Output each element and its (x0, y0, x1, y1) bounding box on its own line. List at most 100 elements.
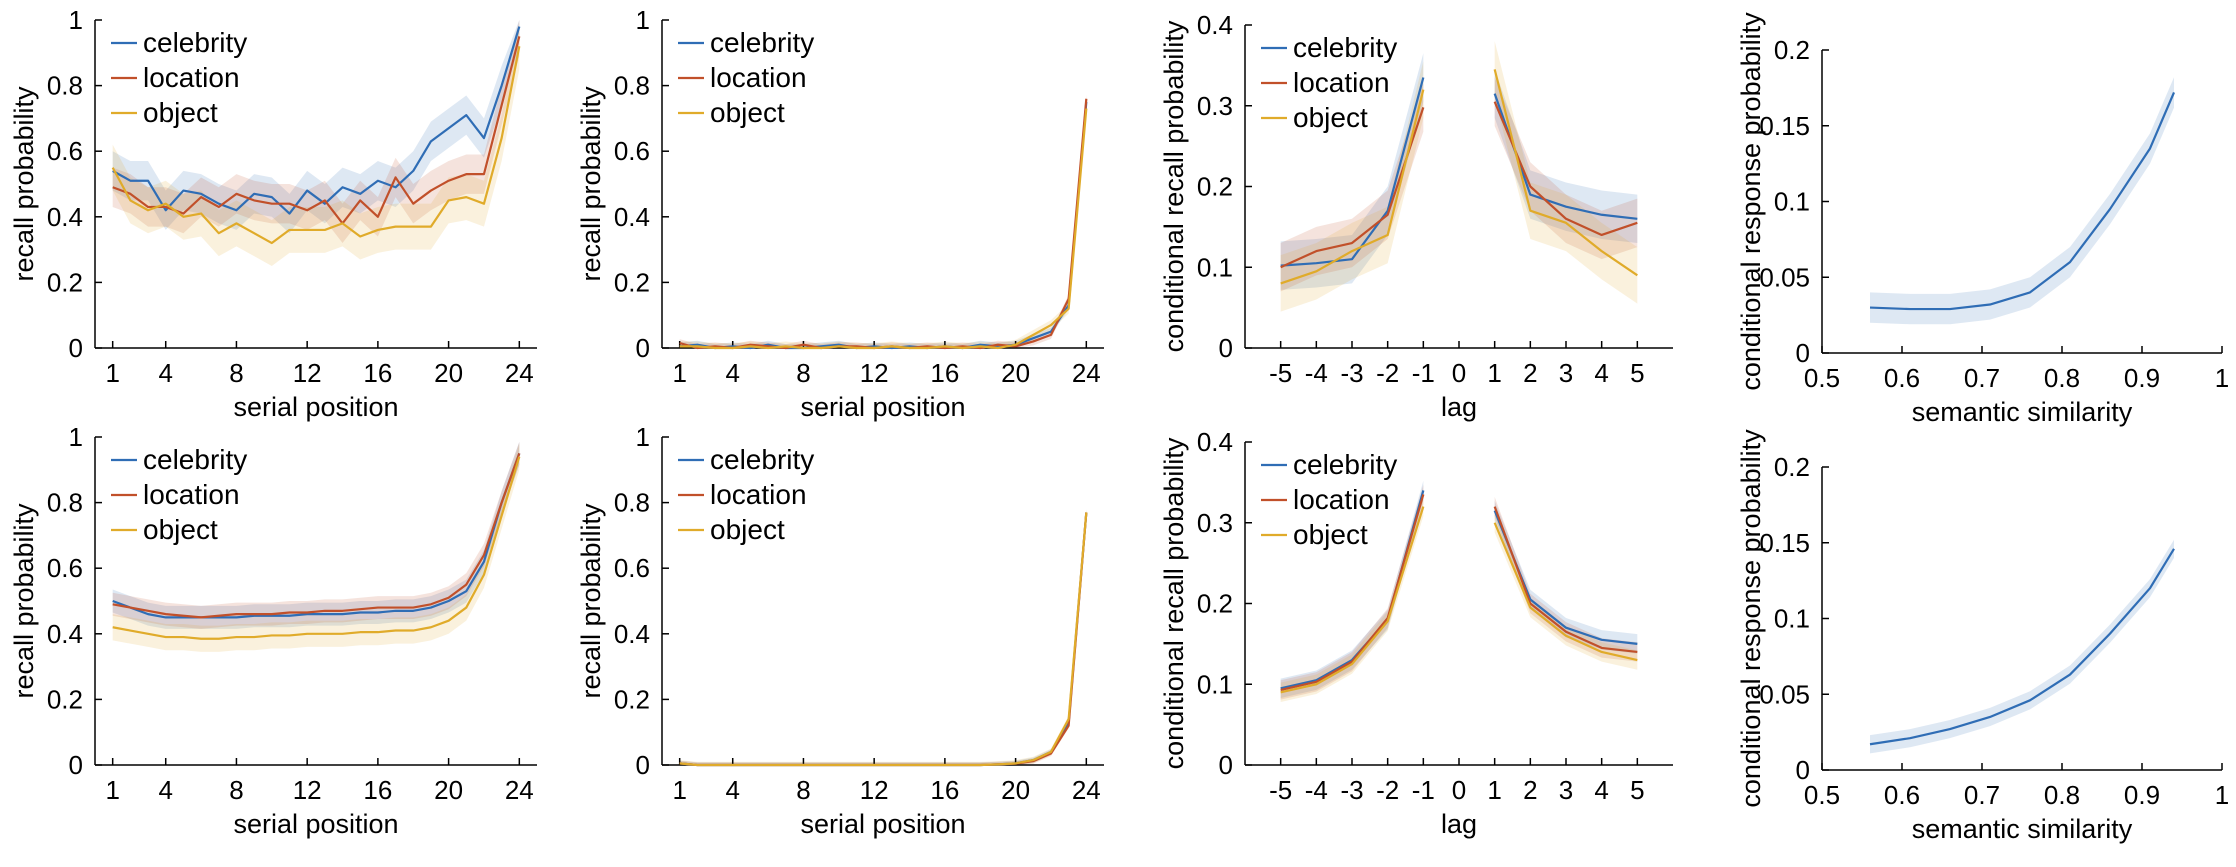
y-tick-label: 0.4 (614, 619, 650, 649)
chart-crp-top: 00.10.20.30.4-5 -4 -3 -2 -1 0 1 2 3 4 5lagconditio… (1159, 10, 1673, 422)
series-line-location (112, 36, 521, 225)
x-tick-label: 1 (2215, 363, 2229, 393)
y-axis-label: recall probability (576, 503, 606, 699)
x-tick-label: 24 (505, 775, 534, 805)
y-tick-label: 0.4 (1197, 10, 1233, 40)
series-line-object (679, 108, 1088, 350)
legend-label-object: object (1293, 102, 1368, 133)
x-tick-label: -5 (1269, 358, 1292, 388)
x-tick-label: 1 (2215, 780, 2229, 810)
y-axis-label: recall probability (9, 503, 39, 699)
legend: celebrity location object (678, 444, 814, 545)
x-tick-label: 0.6 (1884, 780, 1920, 810)
x-tick-label: 8 (229, 358, 243, 388)
y-tick-label: 0 (1219, 750, 1233, 780)
x-axis-label: lag (1441, 392, 1477, 422)
y-tick-label: 0 (1219, 333, 1233, 363)
y-tick-label: 0.3 (1197, 91, 1233, 121)
y-tick-label: 0.1 (1774, 604, 1810, 634)
legend-label-object: object (143, 97, 218, 128)
y-tick-label: 1 (636, 5, 650, 35)
legend-label-celebrity: celebrity (143, 444, 247, 475)
x-tick-label: 4 (1594, 358, 1608, 388)
band-object-1 (1494, 513, 1638, 670)
series-line-object (679, 512, 1088, 767)
series-line-object (1280, 89, 1425, 285)
legend-label-location: location (710, 62, 807, 93)
band-celebrity-1 (1494, 69, 1638, 244)
x-tick-label: -1 (1412, 358, 1435, 388)
series-line-location (679, 512, 1088, 767)
x-tick-label: 8 (796, 775, 810, 805)
series-line-object (111, 46, 521, 245)
x-tick-label: 0.7 (1964, 363, 2000, 393)
x-tick-label: 0 (1452, 775, 1466, 805)
x-tick-label: 0.7 (1964, 780, 2000, 810)
x-tick-label: 0.5 (1804, 780, 1840, 810)
y-tick-label: 0.4 (614, 202, 650, 232)
x-tick-label: 24 (1072, 775, 1101, 805)
y-tick-label: 0.2 (1197, 589, 1233, 619)
series-line-celebrity (112, 453, 521, 619)
x-tick-label: -1 (1412, 775, 1435, 805)
y-tick-label: 0 (636, 333, 650, 363)
x-tick-label: 4 (158, 775, 172, 805)
x-tick-label: 2 (1523, 775, 1537, 805)
series-line-object-1 (1493, 69, 1638, 277)
legend-label-object: object (710, 97, 785, 128)
x-tick-label: -3 (1340, 775, 1363, 805)
x-tick-label: 16 (363, 775, 392, 805)
y-tick-label: 0 (69, 333, 83, 363)
legend-label-object: object (143, 514, 218, 545)
series-line-location-1 (1493, 101, 1638, 237)
series-line-object (1280, 506, 1425, 694)
y-tick-label: 0.4 (47, 619, 83, 649)
x-tick-label: 0.9 (2124, 363, 2160, 393)
legend: celebrity location object (111, 444, 247, 545)
band-object-1 (1494, 41, 1638, 304)
x-tick-label: 12 (860, 775, 889, 805)
chart-spc-top: 0 0.2 0.4 0.6 0.8 1 1 4 8 12 16 20 24 serial position… (9, 5, 537, 422)
y-axis-label: recall probability (576, 86, 606, 282)
legend-label-celebrity: celebrity (1293, 32, 1397, 63)
x-tick-label: 1 (672, 775, 686, 805)
series-line-celebrity (112, 26, 521, 215)
x-tick-label: 2 (1523, 358, 1537, 388)
x-tick-label: 0.9 (2124, 780, 2160, 810)
y-tick-label: 0.4 (1197, 427, 1233, 457)
x-axis-label: serial position (233, 809, 398, 839)
y-tick-label: 0.05 (1759, 262, 1810, 292)
x-tick-label: 1 (1487, 775, 1501, 805)
legend-label-location: location (1293, 67, 1390, 98)
legend-label-celebrity: celebrity (710, 27, 814, 58)
series-line-location (679, 98, 1088, 350)
band-location (112, 441, 520, 629)
chart-crp-bottom: 00.10.20.30.4-5 -4 -3 -2 -1 0 1 2 3 4 5lagconditio… (1159, 427, 1673, 839)
y-tick-label: 0.15 (1759, 528, 1810, 558)
legend: celebrity location object (1261, 32, 1397, 133)
y-tick-label: 0 (1796, 755, 1810, 785)
band-celebrity-1 (1494, 500, 1638, 654)
x-axis-label: serial position (800, 392, 965, 422)
x-tick-label: -4 (1305, 775, 1328, 805)
y-axis-label: conditional response probability (1736, 429, 1766, 808)
y-axis-label: recall probability (9, 86, 39, 282)
x-tick-label: 20 (434, 775, 463, 805)
x-tick-label: 16 (363, 358, 392, 388)
x-tick-label: 1 (105, 775, 119, 805)
legend-label-location: location (143, 62, 240, 93)
x-axis-label: lag (1441, 809, 1477, 839)
x-tick-label: 4 (725, 358, 739, 388)
y-tick-label: 0 (69, 750, 83, 780)
y-tick-label: 0.6 (47, 553, 83, 583)
y-tick-label: 0.1 (1774, 187, 1810, 217)
y-tick-label: 0.2 (47, 267, 83, 297)
x-tick-label: 1 (105, 358, 119, 388)
band-location (1280, 83, 1424, 292)
series-line-object-1 (1493, 522, 1638, 662)
x-tick-label: 5 (1630, 358, 1644, 388)
band-object (679, 509, 1087, 765)
x-tick-label: 12 (293, 358, 322, 388)
y-tick-label: 0.8 (47, 71, 83, 101)
